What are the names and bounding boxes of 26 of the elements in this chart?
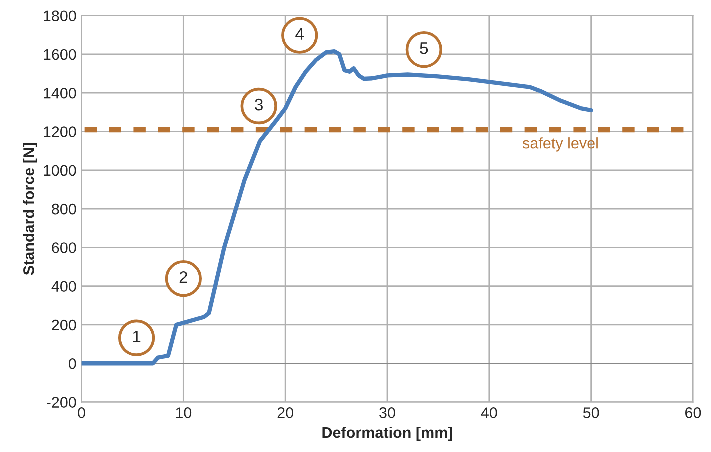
- y-tick-label: -200: [47, 397, 76, 408]
- y-tick-label: 0: [69, 358, 76, 370]
- y-tick-label: 600: [52, 242, 76, 254]
- x-axis-title: Deformation [mm]: [322, 426, 452, 442]
- annotation: 2: [180, 271, 188, 284]
- annotation: 3: [255, 98, 263, 111]
- y-tick-label: 1800: [44, 10, 76, 22]
- y-tick-label: 800: [52, 204, 76, 215]
- ref-line-label: safety level: [522, 138, 598, 152]
- y-tick-label: 1600: [44, 49, 76, 60]
- x-tick-label: 20: [278, 408, 294, 418]
- x-tick-label: 40: [481, 408, 498, 418]
- x-tick-label: 10: [176, 408, 192, 418]
- annotation: 1: [133, 330, 141, 342]
- annotation: 5: [420, 42, 428, 54]
- y-axis-title: Standard force [N]: [23, 143, 38, 276]
- y-tick-label: 1000: [44, 165, 76, 176]
- y-tick-label: 1200: [44, 126, 76, 138]
- y-tick-label: 1400: [44, 88, 76, 99]
- x-tick-label: 60: [686, 408, 702, 418]
- y-tick-label: 400: [52, 281, 76, 292]
- x-tick-label: 0: [78, 408, 86, 418]
- y-tick-label: 200: [52, 320, 76, 331]
- x-tick-label: 50: [583, 408, 600, 418]
- annotation: 4: [296, 28, 304, 40]
- x-tick-label: 30: [380, 408, 396, 418]
